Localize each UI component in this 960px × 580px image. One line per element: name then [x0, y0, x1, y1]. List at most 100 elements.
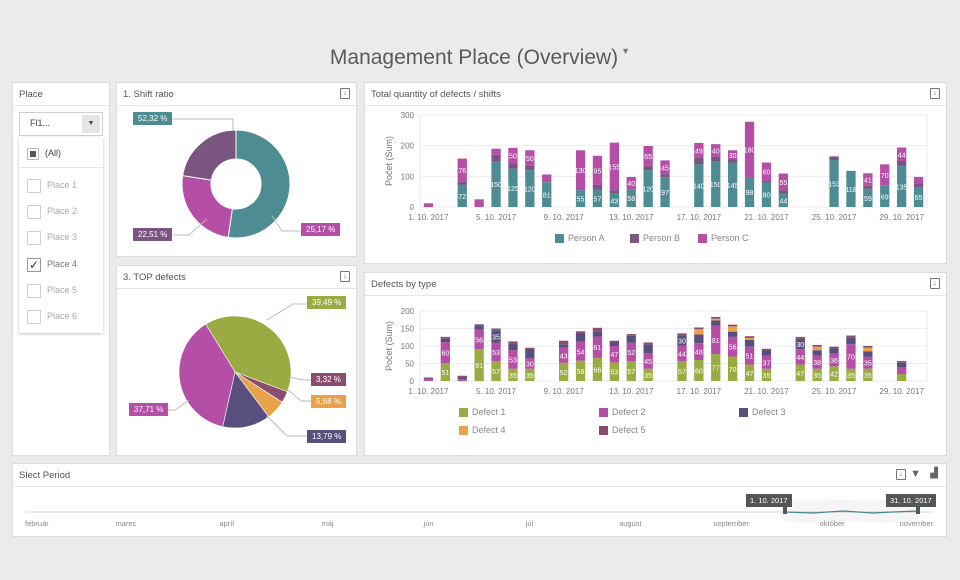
checkbox-icon[interactable] — [27, 178, 41, 193]
range-start-label: 1. 10. 2017 — [746, 494, 792, 507]
bar-segment — [440, 363, 450, 381]
chevron-down-icon[interactable]: ▼ — [82, 115, 100, 133]
legend-defect-2[interactable]: Defect 2 — [599, 407, 646, 418]
month-label: november — [900, 519, 934, 528]
option-place-6[interactable]: Place 6 — [27, 308, 77, 324]
checkbox-icon[interactable] — [27, 204, 41, 219]
legend-person-b[interactable]: Person B — [630, 233, 680, 244]
month-label: marec — [115, 519, 136, 528]
bar-segment — [626, 334, 636, 336]
legend-defect-5[interactable]: Defect 5 — [599, 425, 646, 436]
bar-segment — [677, 333, 687, 336]
data-label: 36 — [830, 358, 838, 365]
shift-ratio-title: 1. Shift ratio — [123, 89, 174, 100]
bar-segment — [711, 318, 721, 321]
y-tick-label: 0 — [410, 377, 415, 386]
leader-line — [266, 415, 307, 437]
bar-segment — [897, 367, 907, 374]
bar-segment — [846, 344, 856, 369]
export-icon[interactable]: ↓ — [896, 469, 906, 480]
donut-slice-person-a — [227, 129, 291, 239]
data-label: 59 — [864, 196, 872, 203]
data-label: 45 — [644, 359, 652, 366]
option-place-1[interactable]: Place 1 — [27, 177, 77, 193]
bar-segment — [660, 177, 670, 207]
data-label: 49 — [695, 148, 703, 155]
data-label: 44 — [898, 152, 906, 159]
data-label: 56 — [729, 345, 737, 352]
legend-person-c[interactable]: Person C — [698, 233, 749, 244]
filter-clear-icon[interactable]: ▼ — [910, 468, 921, 480]
data-label: 60 — [695, 369, 703, 376]
data-label: 55 — [779, 180, 787, 187]
bar-segment — [440, 338, 450, 343]
bar-segment — [829, 353, 839, 367]
data-label: 118 — [845, 187, 856, 194]
bar-segment — [880, 185, 890, 207]
data-label: 60 — [441, 351, 449, 358]
bar-segment — [744, 121, 755, 177]
timeline-series — [784, 510, 919, 514]
data-label: 35 — [864, 361, 872, 368]
export-icon[interactable]: ↓ — [340, 271, 350, 282]
checkbox-icon[interactable] — [27, 283, 41, 298]
leader-line — [288, 376, 311, 381]
bar-segment — [863, 351, 873, 357]
data-label: 66 — [594, 367, 602, 374]
legend-defect-1[interactable]: Defect 1 — [459, 407, 506, 418]
bar-segment — [897, 362, 907, 367]
bar-segment — [660, 174, 670, 178]
period-timeline[interactable]: február marec apríl máj jún júl august septembe… — [13, 486, 948, 538]
bar-segment — [897, 361, 907, 363]
data-label: 145 — [727, 183, 739, 190]
total-defects-title: Total quantity of defects / shifts — [371, 89, 501, 100]
x-tick-label: 13. 10. 2017 — [609, 387, 654, 396]
bar-segment — [711, 316, 721, 319]
data-label: 120 — [524, 187, 536, 194]
option-place-2[interactable]: Place 2 — [27, 203, 77, 219]
bar-segment — [474, 326, 484, 330]
checkbox-icon[interactable] — [27, 230, 41, 245]
data-label: 50 — [526, 156, 534, 163]
total-defects-chart: 0 100 200 300 Počet (Sum) 72 76 150 125 50 120 50 81… — [384, 111, 928, 222]
month-label: jún — [423, 519, 434, 528]
export-icon[interactable]: ↓ — [340, 88, 350, 99]
checkbox-partial-icon[interactable] — [27, 147, 39, 160]
option-place-5[interactable]: Place 5 — [27, 282, 77, 298]
bar-segment — [829, 346, 839, 349]
export-icon[interactable]: ↓ — [930, 278, 940, 289]
option-all[interactable]: (All) — [27, 145, 61, 161]
bar-segment — [913, 184, 924, 188]
place-select[interactable]: Fl1... ▼ — [19, 112, 103, 136]
legend-defect-4[interactable]: Defect 4 — [459, 425, 506, 436]
data-label: 30 — [796, 342, 804, 349]
legend-person-a[interactable]: Person A — [555, 233, 605, 244]
pie-slice-defect-2 — [178, 323, 236, 427]
bar-segment — [542, 182, 552, 207]
option-place-4[interactable]: ✓ Place 4 — [27, 257, 78, 272]
x-tick-label: 17. 10. 2017 — [677, 387, 722, 396]
bar-segment — [592, 357, 603, 381]
checkbox-checked-icon[interactable]: ✓ — [27, 257, 41, 272]
bar-segment — [694, 343, 704, 360]
option-place-3[interactable]: Place 3 — [27, 229, 77, 245]
x-tick-label: 17. 10. 2017 — [677, 213, 722, 222]
title-dropdown-icon[interactable]: ▼ — [621, 46, 631, 56]
leader-line — [167, 118, 234, 131]
x-tick-label: 21. 10. 2017 — [744, 213, 789, 222]
legend-defect-3[interactable]: Defect 3 — [739, 407, 786, 418]
bar-segment — [592, 155, 603, 185]
bar-segment — [711, 161, 721, 207]
bar-segment — [525, 347, 535, 350]
bar-segment — [863, 185, 873, 189]
bar-segment — [829, 348, 839, 354]
data-label: 44 — [796, 355, 804, 362]
bar-segment — [728, 159, 738, 163]
export-icon[interactable]: ↓ — [930, 88, 940, 99]
bar-segment — [694, 334, 704, 344]
bar-segment — [525, 150, 535, 166]
checkbox-icon[interactable] — [27, 309, 41, 324]
chart-icon[interactable]: ▟ — [930, 468, 938, 479]
data-label: 44 — [678, 351, 686, 358]
data-label: 58 — [627, 196, 635, 203]
